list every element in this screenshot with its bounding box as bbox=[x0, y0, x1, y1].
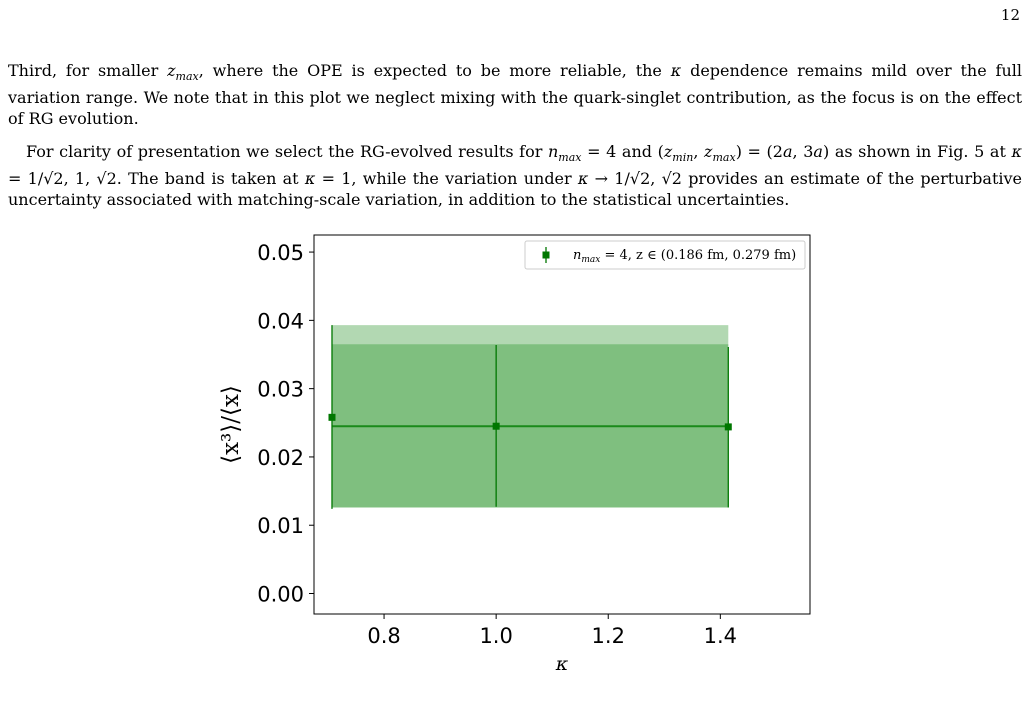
data-point bbox=[328, 413, 336, 421]
page-number: 12 bbox=[1000, 6, 1020, 24]
x-axis: 0.8 1.0 1.2 1.4 bbox=[367, 614, 737, 648]
band-group bbox=[331, 325, 729, 508]
x-tick-label: 1.0 bbox=[479, 624, 512, 648]
y-axis: 0.00 0.01 0.02 0.03 0.04 0.05 bbox=[257, 241, 314, 607]
y-tick-label: 0.04 bbox=[257, 309, 304, 333]
paragraph: Third, for smaller zmax, where the OPE i… bbox=[8, 61, 1023, 129]
x-tick-label: 1.2 bbox=[592, 624, 625, 648]
series-group bbox=[328, 325, 732, 509]
y-tick-label: 0.03 bbox=[257, 378, 304, 402]
legend-box bbox=[524, 240, 806, 270]
y-tick-label: 0.05 bbox=[257, 241, 304, 265]
y-tick-label: 0.00 bbox=[257, 583, 304, 607]
x-axis-label: κ bbox=[555, 653, 569, 675]
legend-marker-icon bbox=[542, 247, 550, 263]
legend-point bbox=[542, 251, 550, 259]
x-tick-label: 1.4 bbox=[704, 624, 737, 648]
data-point bbox=[492, 422, 500, 430]
x-tick-label: 0.8 bbox=[367, 624, 400, 648]
y-tick-label: 0.01 bbox=[257, 514, 304, 538]
y-tick-label: 0.02 bbox=[257, 446, 304, 470]
legend-entry: nmax = 4, z ∈ (0.186 fm, 0.279 fm) bbox=[573, 248, 796, 265]
plot-frame bbox=[313, 234, 811, 615]
paragraph: For clarity of presentation we select th… bbox=[8, 142, 1023, 210]
y-axis-label: ⟨x³⟩/⟨x⟩ bbox=[218, 385, 244, 464]
data-point bbox=[724, 423, 732, 431]
legend: nmax = 4, z ∈ (0.186 fm, 0.279 fm) bbox=[524, 240, 806, 270]
